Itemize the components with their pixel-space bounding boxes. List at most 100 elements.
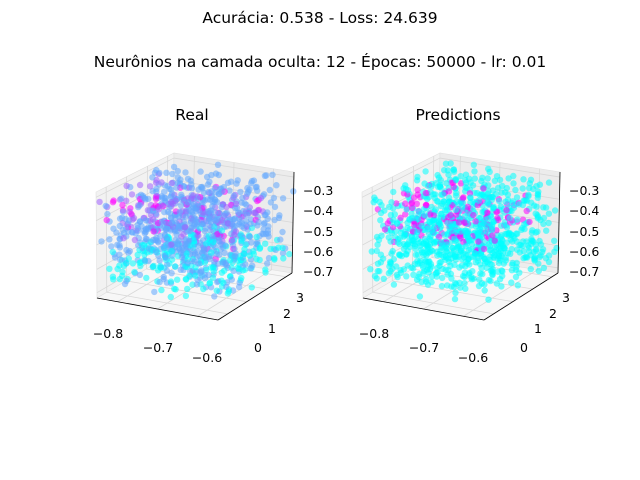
data-point — [428, 203, 435, 211]
data-point — [475, 238, 482, 245]
data-point — [403, 206, 410, 213]
data-point — [391, 211, 398, 218]
data-point — [471, 168, 478, 175]
data-point — [132, 230, 139, 237]
data-point — [104, 210, 111, 218]
data-point — [545, 219, 552, 227]
data-point — [265, 254, 273, 262]
data-point — [98, 238, 105, 245]
data-point — [276, 212, 283, 219]
data-point — [512, 266, 520, 273]
data-point — [161, 232, 169, 239]
data-point — [540, 264, 548, 272]
axis-line — [291, 171, 295, 274]
data-point — [218, 204, 225, 211]
tick-label: −0.7 — [143, 340, 173, 355]
data-point — [389, 265, 396, 272]
panel-title: Real — [175, 106, 208, 124]
data-point — [374, 241, 381, 248]
data-point — [271, 256, 278, 263]
data-point — [393, 200, 400, 207]
data-point — [253, 233, 260, 241]
suptitle-line1: Acurácia: 0.538 - Loss: 24.639 — [202, 9, 437, 27]
data-point — [177, 266, 184, 273]
data-point — [150, 262, 157, 270]
data-point — [444, 167, 451, 174]
data-point — [520, 197, 527, 204]
data-point — [218, 277, 225, 284]
data-point — [230, 192, 237, 199]
data-point — [390, 256, 397, 263]
data-point — [182, 213, 190, 220]
data-point — [261, 172, 269, 179]
data-point — [471, 250, 478, 257]
data-point — [485, 296, 492, 303]
data-point — [519, 185, 526, 192]
data-point — [177, 202, 185, 209]
data-point — [110, 276, 117, 283]
data-point — [438, 240, 446, 247]
data-point — [377, 209, 385, 217]
data-point — [367, 266, 374, 273]
data-point — [411, 221, 418, 229]
data-point — [490, 203, 497, 210]
data-point — [118, 195, 125, 202]
data-point — [377, 217, 384, 224]
data-point — [209, 264, 217, 271]
data-point — [136, 181, 144, 189]
grid-line — [95, 157, 175, 198]
data-point — [508, 245, 515, 253]
data-point — [424, 281, 432, 288]
data-point — [429, 217, 436, 224]
data-point — [206, 255, 213, 263]
data-point — [526, 218, 533, 226]
tick-label: 3 — [296, 290, 304, 305]
data-point — [119, 208, 127, 215]
data-point — [163, 267, 171, 274]
data-point — [442, 266, 449, 273]
data-point — [229, 237, 236, 245]
data-point — [120, 235, 127, 242]
data-point — [144, 207, 152, 214]
data-point — [224, 220, 231, 227]
data-point — [536, 237, 543, 245]
data-point — [396, 240, 403, 248]
data-point — [410, 265, 417, 272]
data-point — [182, 292, 190, 300]
data-point — [161, 194, 168, 202]
data-point — [434, 264, 441, 272]
data-point — [436, 183, 444, 190]
data-point — [448, 227, 456, 234]
data-point — [526, 180, 533, 187]
data-point — [404, 187, 412, 194]
data-point — [246, 233, 254, 240]
data-point — [211, 293, 218, 300]
data-point — [131, 236, 139, 244]
data-point — [224, 179, 232, 186]
data-point — [530, 185, 537, 193]
data-point — [211, 258, 218, 266]
data-point — [164, 261, 171, 268]
data-point — [102, 202, 110, 210]
data-point — [215, 171, 222, 179]
data-point — [158, 286, 165, 294]
data-point — [181, 224, 188, 231]
data-point — [471, 175, 478, 182]
data-point — [180, 183, 187, 190]
data-point — [447, 160, 454, 167]
data-point — [495, 259, 503, 267]
data-point — [499, 272, 506, 280]
data-point — [209, 233, 216, 240]
data-point — [426, 235, 433, 243]
data-point — [462, 177, 469, 184]
data-point — [503, 230, 510, 238]
data-point — [184, 175, 192, 183]
data-point — [494, 184, 502, 192]
data-point — [196, 253, 203, 260]
data-point — [390, 281, 398, 288]
data-point — [167, 214, 175, 221]
data-point — [201, 227, 208, 235]
data-point — [273, 182, 280, 189]
data-point — [195, 242, 202, 249]
data-point — [156, 278, 163, 286]
